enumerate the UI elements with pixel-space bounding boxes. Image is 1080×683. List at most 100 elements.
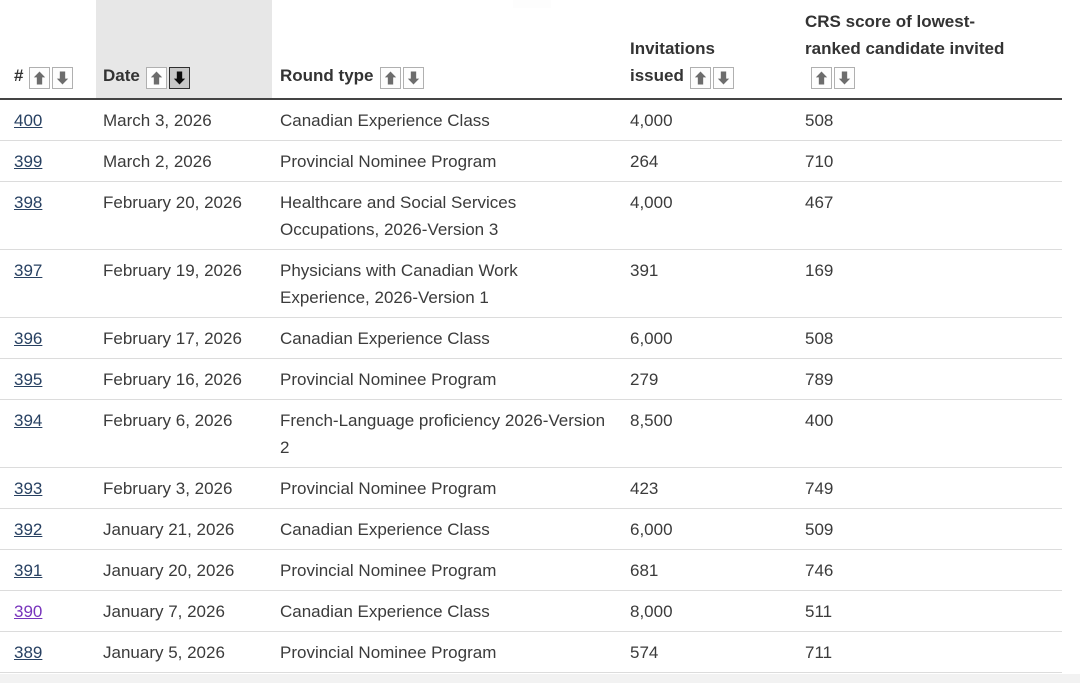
- sort-ascending-arrow-up-button[interactable]: [145, 67, 167, 89]
- sort-descending-arrow-down-button[interactable]: [168, 67, 190, 89]
- crs-score: 746: [805, 561, 834, 580]
- sort-descending-arrow-down-button[interactable]: [52, 67, 74, 89]
- round-type: Provincial Nominee Program: [280, 643, 497, 662]
- crs-score: 509: [805, 520, 834, 539]
- crs-score: 711: [805, 643, 833, 662]
- table-header-row: # Date Round type Invitations issued CRS sco…: [0, 0, 1062, 100]
- crs-score: 511: [805, 602, 833, 621]
- table-row: 393 February 3, 2026 Provincial Nominee Pr…: [0, 468, 1062, 509]
- round-type: Provincial Nominee Program: [280, 370, 497, 389]
- round-number-cell: 394: [0, 400, 96, 440]
- invitations-issued: 423: [630, 479, 659, 498]
- sort-ascending-arrow-up-icon: [694, 71, 707, 85]
- round-number-link[interactable]: 396: [14, 329, 43, 348]
- round-date: March 2, 2026: [103, 152, 212, 171]
- round-number-cell: 390: [0, 591, 96, 631]
- round-type: French-Language proficiency 2026-Version…: [280, 411, 606, 457]
- round-number-link[interactable]: 389: [14, 643, 43, 662]
- round-date: February 19, 2026: [103, 261, 242, 280]
- sort-ascending-arrow-up-icon: [815, 71, 828, 85]
- crs-score: 508: [805, 329, 834, 348]
- round-number-cell: 396: [0, 318, 96, 358]
- column-label-date: Date: [103, 66, 140, 85]
- invitations-issued: 6,000: [630, 329, 673, 348]
- table-row: 397 February 19, 2026 Physicians with Cana…: [0, 250, 1062, 318]
- round-date: January 7, 2026: [103, 602, 225, 621]
- sort-ascending-arrow-up-button[interactable]: [811, 67, 832, 89]
- round-type: Provincial Nominee Program: [280, 561, 497, 580]
- round-number-link[interactable]: 394: [14, 411, 43, 430]
- round-type: Canadian Experience Class: [280, 520, 490, 539]
- round-number-link[interactable]: 391: [14, 561, 43, 580]
- cut-off-element-fragment: [513, 0, 551, 8]
- round-date: February 6, 2026: [103, 411, 233, 430]
- table-row: 399 March 2, 2026 Provincial Nominee Progr…: [0, 141, 1062, 182]
- round-date: January 20, 2026: [103, 561, 235, 580]
- round-number-link[interactable]: 397: [14, 261, 43, 280]
- column-header-round-type: Round type: [272, 0, 622, 98]
- column-header-crs: CRS score of lowest-ranked candidate inv…: [797, 0, 1062, 98]
- sort-descending-arrow-down-icon: [407, 71, 420, 85]
- sort-ascending-arrow-up-button[interactable]: [29, 67, 51, 89]
- table-row: 396 February 17, 2026 Canadian Experience …: [0, 318, 1062, 359]
- round-date: February 20, 2026: [103, 193, 242, 212]
- round-type: Healthcare and Social Services Occupatio…: [280, 193, 517, 239]
- sort-ascending-arrow-up-icon: [33, 71, 46, 85]
- round-type: Provincial Nominee Program: [280, 152, 497, 171]
- crs-score: 789: [805, 370, 834, 389]
- invitations-issued: 8,000: [630, 602, 673, 621]
- table-row: 390 January 7, 2026 Canadian Experience Cl…: [0, 591, 1062, 632]
- sort-ascending-arrow-up-button[interactable]: [689, 67, 711, 89]
- invitations-issued: 4,000: [630, 111, 673, 130]
- round-number-cell: 389: [0, 632, 96, 672]
- round-type: Canadian Experience Class: [280, 111, 490, 130]
- round-number-link[interactable]: 400: [14, 111, 43, 130]
- round-number-cell: 397: [0, 250, 96, 290]
- crs-score: 749: [805, 479, 834, 498]
- round-date: February 16, 2026: [103, 370, 242, 389]
- column-header-invitations: Invitations issued: [622, 0, 797, 98]
- crs-score: 467: [805, 193, 834, 212]
- table-row: 398 February 20, 2026 Healthcare and Socia…: [0, 182, 1062, 250]
- round-date: January 21, 2026: [103, 520, 235, 539]
- bottom-bar: [0, 674, 1080, 683]
- sort-descending-arrow-down-icon: [838, 71, 851, 85]
- round-number-cell: 400: [0, 100, 96, 140]
- round-number-link[interactable]: 398: [14, 193, 43, 212]
- column-label-crs: CRS score of lowest-ranked candidate inv…: [805, 12, 1005, 58]
- round-number-link[interactable]: 393: [14, 479, 43, 498]
- round-number-cell: 391: [0, 550, 96, 590]
- invitations-issued: 264: [630, 152, 659, 171]
- sort-descending-arrow-down-icon: [173, 71, 186, 85]
- round-number-link[interactable]: 392: [14, 520, 43, 539]
- invitations-issued: 8,500: [630, 411, 673, 430]
- invitations-issued: 6,000: [630, 520, 673, 539]
- round-type: Canadian Experience Class: [280, 602, 490, 621]
- sort-descending-arrow-down-button[interactable]: [402, 67, 424, 89]
- sort-descending-arrow-down-button[interactable]: [712, 67, 734, 89]
- crs-score: 508: [805, 111, 834, 130]
- sort-descending-arrow-down-icon: [717, 71, 730, 85]
- round-number-cell: 393: [0, 468, 96, 508]
- crs-score: 169: [805, 261, 834, 280]
- round-number-link[interactable]: 390: [14, 602, 43, 621]
- column-label-round-type: Round type: [280, 66, 374, 85]
- round-type: Provincial Nominee Program: [280, 479, 497, 498]
- round-number-link[interactable]: 399: [14, 152, 43, 171]
- round-number-link[interactable]: 395: [14, 370, 43, 389]
- sort-descending-arrow-down-button[interactable]: [834, 67, 855, 89]
- invitation-rounds-table: # Date Round type Invitations issued CRS sco…: [0, 0, 1062, 673]
- table-row: 389 January 5, 2026 Provincial Nominee Pro…: [0, 632, 1062, 673]
- invitations-issued: 279: [630, 370, 659, 389]
- invitations-issued: 681: [630, 561, 659, 580]
- table-row: 392 January 21, 2026 Canadian Experience C…: [0, 509, 1062, 550]
- table-body: 400 March 3, 2026 Canadian Experience Clas…: [0, 100, 1062, 673]
- invitations-issued: 574: [630, 643, 659, 662]
- sort-ascending-arrow-up-button[interactable]: [379, 67, 401, 89]
- crs-score: 400: [805, 411, 834, 430]
- round-type: Canadian Experience Class: [280, 329, 490, 348]
- invitations-issued: 4,000: [630, 193, 673, 212]
- column-header-number: #: [0, 0, 96, 98]
- round-date: February 3, 2026: [103, 479, 233, 498]
